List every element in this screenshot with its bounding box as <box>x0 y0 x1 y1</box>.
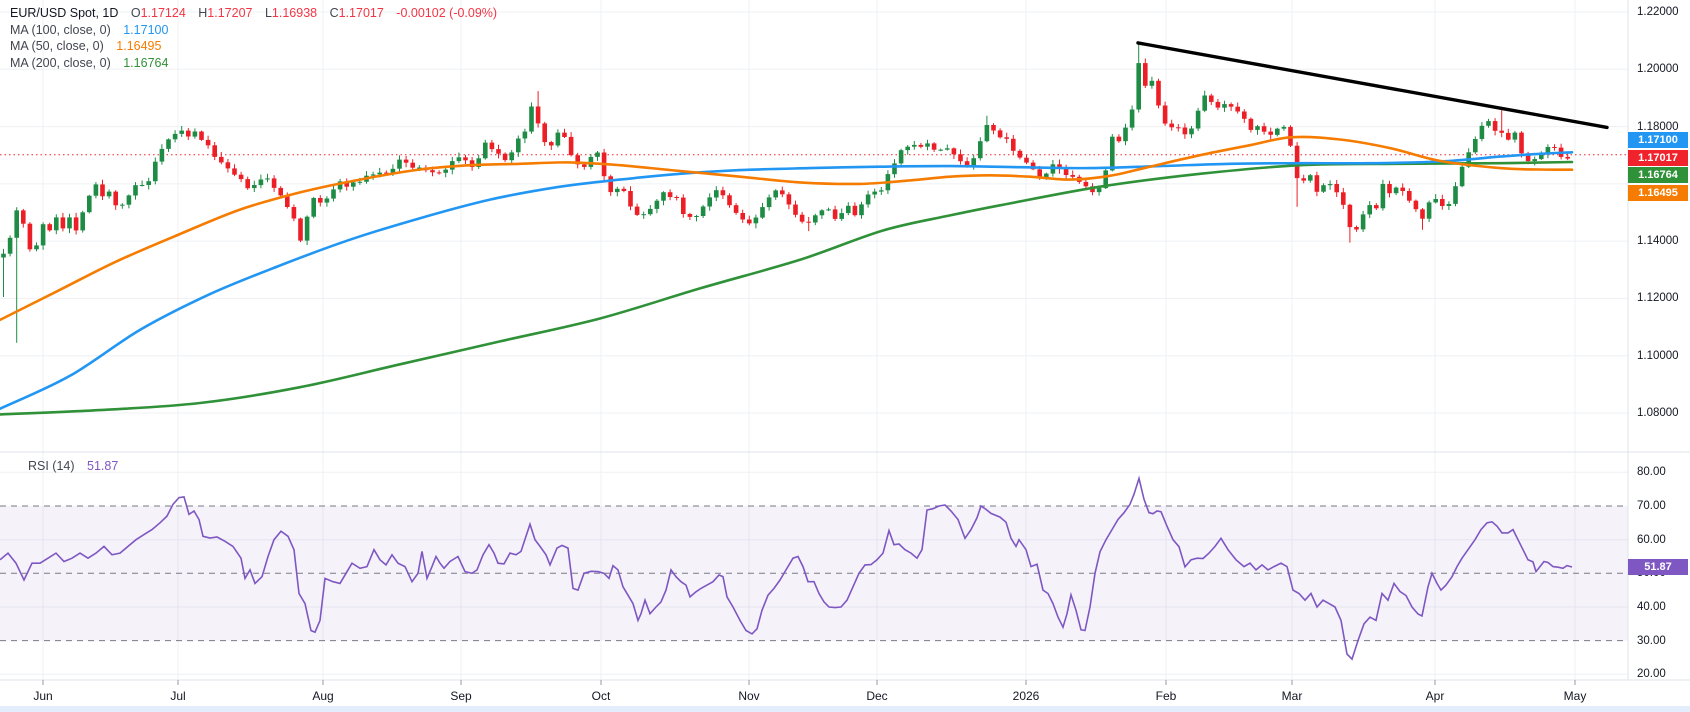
month-label-jul: Jul <box>170 689 186 703</box>
ma200-label: MA (200, close, 0) <box>10 55 111 70</box>
legend: EUR/USD Spot, 1D O1.17124 H1.17207 L1.16… <box>10 5 497 71</box>
rsi-label: RSI (14) <box>28 459 75 473</box>
ma100-line <box>0 151 1574 410</box>
month-label-feb: Feb <box>1155 689 1177 703</box>
high-value: 1.17207 <box>207 6 253 20</box>
month-label-nov: Nov <box>738 689 760 703</box>
rsi-legend-row[interactable]: RSI (14) 51.87 <box>28 459 118 473</box>
price-tick-label: 1.08000 <box>1637 407 1679 419</box>
close-value: 1.17017 <box>338 6 384 20</box>
month-label-may: May <box>1563 689 1587 703</box>
rsi-line <box>0 475 1573 661</box>
descending-trendline[interactable] <box>1136 41 1609 130</box>
open-label: O <box>130 6 141 20</box>
candlestick-series <box>1 42 1570 343</box>
rsi-tick-label: 60.00 <box>1637 534 1666 546</box>
close-label: C <box>329 6 339 20</box>
price-tick-label: 1.14000 <box>1637 235 1679 247</box>
time-scale[interactable]: Jun Jul Aug Sep Oct Nov Dec 2026 Feb Mar Apr May <box>0 680 1690 712</box>
ma50-value: 1.16495 <box>116 39 162 54</box>
legend-symbol-row[interactable]: EUR/USD Spot, 1D O1.17124 H1.17207 L1.16… <box>10 5 497 22</box>
bottom-strip <box>0 706 1690 712</box>
price-badge-ma50: 1.16495 <box>1628 185 1688 201</box>
month-label-dec: Dec <box>866 689 888 703</box>
rsi-value-badge: 51.87 <box>1628 559 1688 575</box>
high-label: H <box>198 6 208 20</box>
month-label-mar: Mar <box>1281 689 1303 703</box>
price-tick-label: 1.18000 <box>1637 121 1679 133</box>
price-badge-last: 1.17017 <box>1628 149 1688 166</box>
rsi-tick-label: 20.00 <box>1637 668 1666 680</box>
ma50-line <box>0 135 1574 322</box>
legend-ma100-row[interactable]: MA (100, close, 0) 1.17100 <box>10 22 497 39</box>
month-label-oct: Oct <box>591 689 611 703</box>
price-scale[interactable]: 1.22000 1.20000 1.18000 1.14000 1.12000 1.100… <box>1628 0 1690 680</box>
ma50-label: MA (50, close, 0) <box>10 39 104 54</box>
ma100-label: MA (100, close, 0) <box>10 22 111 37</box>
price-tick-label: 1.20000 <box>1637 63 1679 75</box>
month-label-aug: Aug <box>312 689 334 703</box>
price-badge-ma200: 1.16764 <box>1628 167 1688 183</box>
open-value: 1.17124 <box>140 6 186 20</box>
ma200-line <box>0 160 1574 416</box>
price-tick-label: 1.22000 <box>1637 6 1679 18</box>
price-tick-label: 1.12000 <box>1637 292 1679 304</box>
rsi-tick-label: 30.00 <box>1637 635 1666 647</box>
rsi-tick-label: 80.00 <box>1637 466 1666 478</box>
legend-ma50-row[interactable]: MA (50, close, 0) 1.16495 <box>10 38 497 55</box>
rsi-tick-label: 40.00 <box>1637 601 1666 613</box>
ma100-value: 1.17100 <box>123 22 169 37</box>
price-badge-ma100: 1.17100 <box>1628 132 1688 148</box>
rsi-value: 51.87 <box>87 459 119 473</box>
month-label-2026: 2026 <box>1012 689 1040 703</box>
symbol-title: EUR/USD Spot, 1D <box>10 6 119 20</box>
low-value: 1.16938 <box>271 6 318 20</box>
month-label-apr: Apr <box>1425 689 1445 703</box>
month-label-jun: Jun <box>33 689 53 703</box>
change-value: -0.00102 (-0.09%) <box>396 6 498 20</box>
month-label-sep: Sep <box>450 689 472 703</box>
low-label: L <box>264 6 272 20</box>
price-tick-label: 1.10000 <box>1637 350 1679 362</box>
rsi-tick-label: 70.00 <box>1637 500 1666 512</box>
ma200-value: 1.16764 <box>123 55 169 70</box>
legend-ma200-row[interactable]: MA (200, close, 0) 1.16764 <box>10 55 497 72</box>
